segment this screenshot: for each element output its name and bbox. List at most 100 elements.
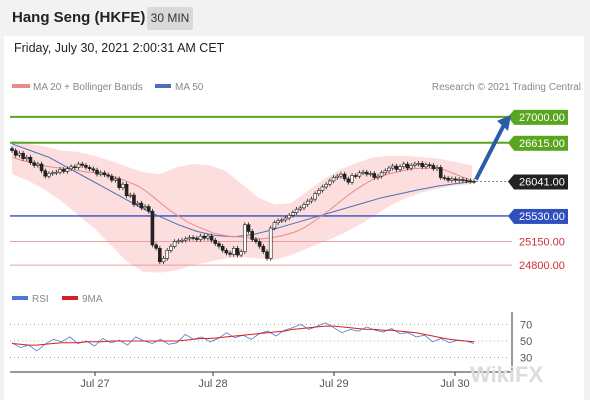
candle-body [172, 241, 177, 247]
candle-body [394, 165, 399, 170]
candle-body [268, 227, 273, 259]
candle-body [265, 251, 269, 259]
candle-body [98, 172, 103, 175]
candle-body [413, 163, 417, 166]
candle-body [117, 178, 121, 188]
level-label-25150.00: 25150.00 [519, 237, 565, 249]
candle-body [376, 175, 380, 178]
candle-body [431, 165, 436, 170]
candle-body [424, 164, 428, 168]
candle-body [313, 193, 317, 200]
level-label-26615.00: 26615.00 [519, 138, 565, 150]
ma9-legend-swatch [62, 296, 78, 300]
candle-body [106, 174, 110, 177]
candle-body [379, 172, 384, 177]
candle-body [228, 252, 232, 255]
candle-body [202, 235, 206, 239]
candle-body [50, 172, 55, 175]
candle-body [224, 250, 229, 254]
instrument-title: Hang Seng (HKFE) [12, 9, 146, 26]
candle-body [176, 240, 181, 243]
candle-body [169, 245, 173, 251]
candle-body [139, 202, 144, 209]
period-badge[interactable]: 30 MIN [147, 7, 193, 30]
candle-body [272, 222, 277, 229]
candle-body [187, 237, 192, 240]
candle-body [254, 239, 258, 242]
level-label-25530.00: 25530.00 [519, 211, 565, 223]
candle-body [287, 214, 292, 219]
candle-body [453, 178, 458, 181]
candle-body [209, 235, 214, 241]
candle-body [213, 239, 218, 244]
forecast-arrow-head [497, 114, 511, 131]
candle-body [146, 206, 151, 212]
candle-body [361, 171, 365, 174]
candle-body [243, 224, 247, 252]
level-label-arrow-25530.00 [508, 208, 514, 224]
price-plot: 27000.00 26615.00 26041.00 25530.00 25150.00… [10, 109, 568, 273]
rsi-series-RSI [11, 322, 475, 352]
timestamp: Friday, July 30, 2021 2:00:31 AM CET [14, 41, 225, 55]
candle-body [339, 173, 343, 177]
candle-body [365, 171, 369, 175]
candle-body [427, 164, 432, 167]
ma50-legend-swatch [155, 84, 171, 88]
ma9-legend-label: 9MA [82, 294, 103, 305]
level-label-arrow-26615.00 [508, 135, 514, 151]
candle-body [58, 169, 62, 173]
candle-body [24, 156, 29, 159]
title-bar: Hang Seng (HKFE) 30 MIN [4, 0, 584, 36]
candle-body [390, 165, 395, 169]
candle-body [442, 177, 447, 179]
level-label-box-26041.00 [514, 174, 568, 190]
candle-body [309, 198, 314, 202]
candle-body [150, 210, 155, 246]
candle-body [464, 179, 469, 182]
ma50-line [11, 143, 475, 238]
candle-body [346, 178, 351, 183]
candle-body [302, 204, 306, 209]
candle-body [257, 241, 262, 247]
candle-body [298, 207, 303, 210]
candle-body [409, 165, 413, 169]
candle-body [387, 167, 391, 172]
candle-body [102, 172, 107, 176]
x-tick-label-Jul-27: Jul 27 [80, 378, 109, 390]
candle-body [84, 165, 88, 168]
credit-text: Research © 2021 Trading Central [432, 82, 581, 93]
level-label-27000.00: 27000.00 [519, 112, 565, 124]
candle-body [87, 167, 92, 170]
candle-body [154, 244, 158, 249]
candle-body [316, 190, 321, 194]
candle-body [36, 163, 40, 166]
watermark-text: WikiFX [470, 362, 543, 387]
candle-body [324, 183, 328, 188]
candle-body [39, 163, 44, 172]
candle-body [183, 238, 188, 241]
candle-body [195, 237, 199, 240]
candle-body [191, 237, 195, 239]
candle-body [331, 177, 336, 182]
rsi-tick-label-70: 70 [520, 319, 532, 331]
level-label-arrow-26041.00 [508, 174, 514, 190]
rsi-legend-swatch [12, 296, 28, 300]
candle-body [76, 163, 81, 168]
candle-body [276, 220, 280, 223]
candle-body [328, 180, 332, 185]
candle-body [28, 156, 33, 163]
candle-body [246, 224, 251, 232]
candle-body [47, 173, 51, 177]
candle-body [124, 183, 129, 197]
level-label-arrow-27000.00 [508, 109, 514, 125]
candle-body [91, 168, 96, 171]
candle-body [198, 235, 203, 240]
rsi-legend-label: RSI [32, 294, 49, 305]
candle-body [132, 194, 136, 205]
ma20-legend-label: MA 20 + Bollinger Bands [33, 82, 143, 93]
candle-body [368, 173, 373, 175]
candle-body [305, 200, 310, 205]
candle-body [43, 170, 48, 177]
